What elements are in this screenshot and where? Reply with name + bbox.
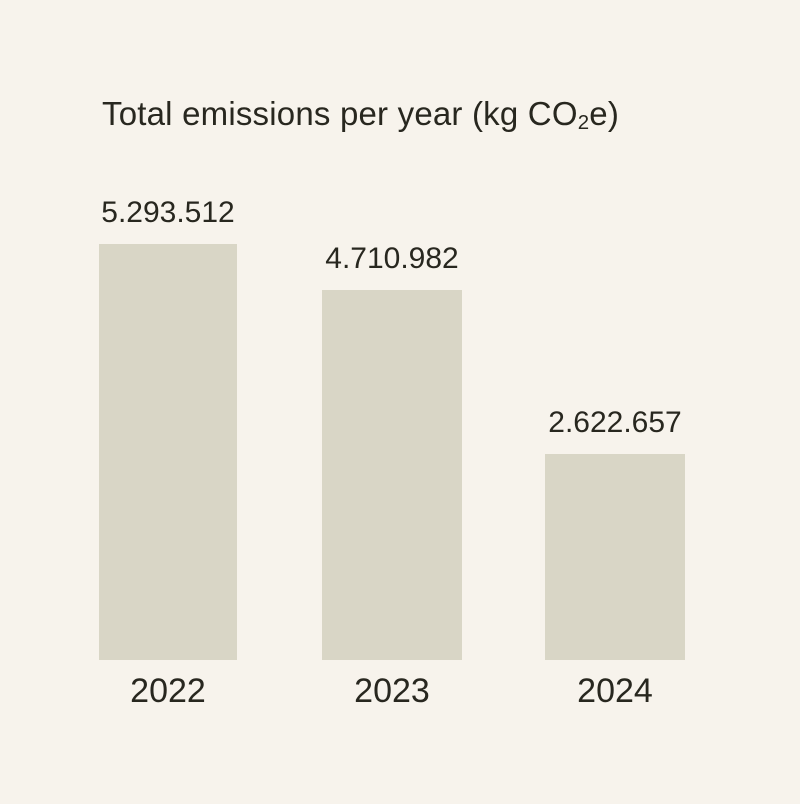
- bar-group-2022: 5.293.512: [99, 198, 237, 660]
- x-axis-label-2023: 2023: [354, 672, 430, 710]
- chart-title-prefix: Total emissions per year (kg CO: [102, 95, 578, 132]
- bar-value-label-2024: 2.622.657: [548, 406, 682, 439]
- bar-2022: [99, 244, 237, 660]
- x-axis-label-2022: 2022: [130, 672, 206, 710]
- chart-title-subscript: 2: [577, 110, 590, 134]
- bar-2024: [545, 454, 685, 660]
- bar-value-label-2023: 4.710.982: [325, 242, 459, 275]
- bar-group-2024: 2.622.657: [545, 408, 685, 660]
- bar-group-2023: 4.710.982: [322, 244, 462, 660]
- bar-value-label-2022: 5.293.512: [101, 196, 235, 229]
- chart-title: Total emissions per year (kg CO2e): [102, 95, 620, 132]
- chart-title-suffix: e): [589, 95, 620, 132]
- bar-2023: [322, 290, 462, 660]
- x-axis-label-2024: 2024: [577, 672, 653, 710]
